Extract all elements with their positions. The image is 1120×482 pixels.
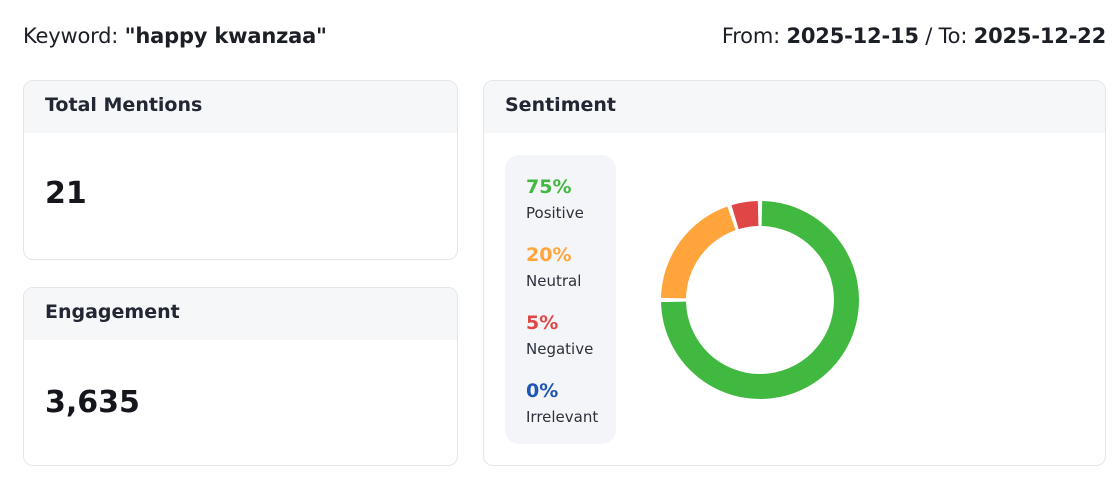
legend-label-negative: Negative	[526, 340, 594, 358]
legend-pct-negative: 5%	[526, 312, 559, 334]
legend-label-irrelevant: Irrelevant	[526, 408, 599, 426]
engagement-value: 3,635	[45, 385, 140, 420]
donut-slice-neutral	[661, 206, 736, 299]
to-label: / To:	[918, 24, 974, 48]
legend-item-irrelevant: 0% Irrelevant	[526, 380, 598, 426]
keyword-label: Keyword:	[23, 24, 125, 48]
sentiment-legend: 75% Positive 20% Neutral 5% Negative 0% …	[505, 155, 616, 444]
legend-label-neutral: Neutral	[526, 272, 582, 290]
legend-pct-irrelevant: 0%	[526, 380, 559, 402]
header: Keyword: "happy kwanzaa" From: 2025-12-1…	[0, 0, 1120, 80]
sentiment-card: Sentiment 75% Positive 20% Neutral 5% Ne…	[483, 80, 1106, 466]
total-mentions-title: Total Mentions	[24, 81, 457, 133]
to-date: 2025-12-22	[973, 24, 1107, 48]
sentiment-donut-chart	[661, 201, 859, 399]
legend-item-negative: 5% Negative	[526, 312, 593, 358]
from-date: 2025-12-15	[786, 24, 919, 48]
keyword-display: Keyword: "happy kwanzaa"	[23, 24, 327, 48]
date-range: From: 2025-12-15 / To: 2025-12-22	[722, 24, 1106, 48]
total-mentions-card: Total Mentions 21	[23, 80, 458, 260]
engagement-title: Engagement	[24, 288, 457, 340]
total-mentions-value: 21	[45, 176, 87, 211]
legend-item-positive: 75% Positive	[526, 176, 584, 222]
sentiment-title: Sentiment	[484, 81, 1105, 133]
from-label: From:	[721, 24, 787, 48]
keyword-value: "happy kwanzaa"	[124, 24, 327, 48]
donut-slice-negative	[731, 201, 759, 230]
legend-label-positive: Positive	[526, 204, 584, 222]
legend-pct-positive: 75%	[526, 176, 572, 198]
legend-item-neutral: 20% Neutral	[526, 244, 581, 290]
engagement-card: Engagement 3,635	[23, 287, 458, 466]
legend-pct-neutral: 20%	[526, 244, 572, 266]
